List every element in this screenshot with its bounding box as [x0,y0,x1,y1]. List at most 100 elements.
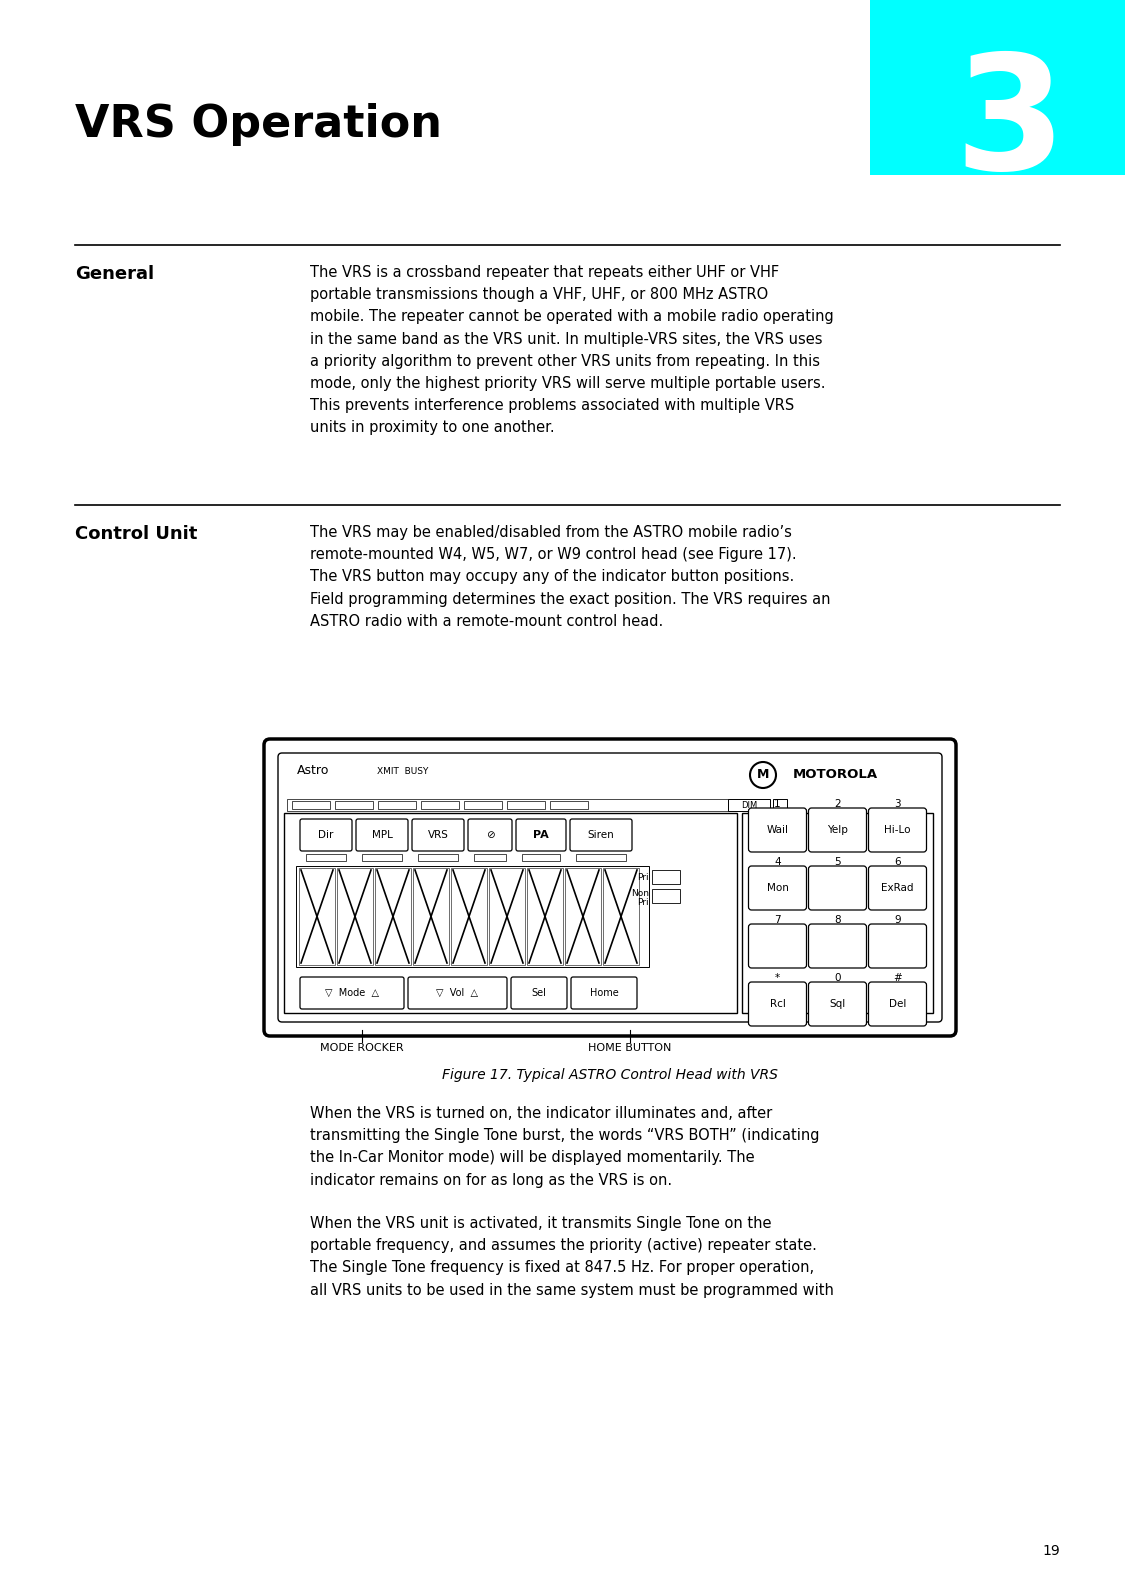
Text: *: * [775,973,780,983]
Bar [522,854,560,861]
Text: Mon: Mon [766,883,789,892]
Text: 7: 7 [774,915,781,924]
FancyBboxPatch shape [748,924,807,969]
Bar [489,869,525,966]
FancyBboxPatch shape [278,753,942,1023]
FancyBboxPatch shape [412,819,464,851]
Text: When the VRS is turned on, the indicator illuminates and, after
transmitting the: When the VRS is turned on, the indicator… [310,1105,819,1188]
Bar [565,869,601,966]
Text: MODE ROCKER: MODE ROCKER [321,1043,404,1053]
Text: Yelp: Yelp [827,826,848,835]
Text: 19: 19 [1042,1544,1060,1558]
Text: 6: 6 [894,858,901,867]
Bar [306,854,346,861]
Text: MPL: MPL [371,831,393,840]
Text: DIM: DIM [741,800,757,810]
Text: 2: 2 [835,799,840,808]
Text: 1: 1 [774,799,781,808]
Text: 9: 9 [894,915,901,924]
FancyBboxPatch shape [511,977,567,1008]
FancyBboxPatch shape [570,819,632,851]
FancyBboxPatch shape [748,808,807,853]
Bar [378,800,416,808]
Bar [418,854,458,861]
FancyBboxPatch shape [868,808,927,853]
Text: The VRS may be enabled/disabled from the ASTRO mobile radio’s
remote-mounted W4,: The VRS may be enabled/disabled from the… [310,526,830,629]
Text: Siren: Siren [587,831,614,840]
Text: HOME BUTTON: HOME BUTTON [588,1043,672,1053]
Bar [335,800,374,808]
Text: MOTOROLA: MOTOROLA [793,769,879,781]
Text: Pri: Pri [638,872,649,881]
Bar [603,869,639,966]
Bar [526,869,562,966]
Bar [652,870,680,885]
Bar [742,813,933,1013]
Bar [870,0,1125,175]
FancyBboxPatch shape [300,819,352,851]
Bar [287,799,728,811]
Bar [299,869,335,966]
Text: Rcl: Rcl [770,999,785,1008]
Text: Control Unit: Control Unit [75,526,197,543]
FancyBboxPatch shape [300,977,404,1008]
Bar [362,854,402,861]
FancyBboxPatch shape [356,819,408,851]
Text: VRS: VRS [428,831,449,840]
Bar [550,800,588,808]
FancyBboxPatch shape [408,977,507,1008]
Text: Non
Pri: Non Pri [631,889,649,907]
Text: PA: PA [533,831,549,840]
Text: 5: 5 [835,858,840,867]
Bar [507,800,544,808]
Bar [375,869,411,966]
Bar [773,799,788,811]
FancyBboxPatch shape [868,865,927,910]
Bar [421,800,459,808]
FancyBboxPatch shape [809,808,866,853]
Text: VRS Operation: VRS Operation [75,103,442,146]
Bar [451,869,487,966]
FancyBboxPatch shape [468,819,512,851]
Bar [296,865,649,967]
Bar [292,800,330,808]
FancyBboxPatch shape [809,981,866,1026]
Text: ▽  Vol  △: ▽ Vol △ [436,988,478,997]
FancyBboxPatch shape [748,981,807,1026]
Bar [576,854,626,861]
Text: Dir: Dir [318,831,334,840]
Bar [474,854,506,861]
Text: 3: 3 [955,49,1065,203]
Text: #: # [893,973,902,983]
Text: ⊘: ⊘ [486,831,494,840]
Text: 3: 3 [894,799,901,808]
Bar [728,799,770,811]
Bar [413,869,449,966]
Text: 8: 8 [835,915,840,924]
FancyBboxPatch shape [748,865,807,910]
Text: ExRad: ExRad [881,883,914,892]
Text: The VRS is a crossband repeater that repeats either UHF or VHF
portable transmis: The VRS is a crossband repeater that rep… [310,265,834,435]
Text: Wail: Wail [766,826,789,835]
Bar [652,889,680,904]
Text: Home: Home [590,988,619,997]
Text: Del: Del [889,999,907,1008]
Text: Figure 17. Typical ASTRO Control Head with VRS: Figure 17. Typical ASTRO Control Head wi… [442,1069,778,1081]
FancyBboxPatch shape [868,924,927,969]
Bar [284,813,737,1013]
Text: ▽  Mode  △: ▽ Mode △ [325,988,379,997]
FancyBboxPatch shape [809,865,866,910]
FancyBboxPatch shape [868,981,927,1026]
Text: Astro: Astro [297,764,330,778]
Text: 0: 0 [835,973,840,983]
Bar [464,800,502,808]
Text: Sel: Sel [532,988,547,997]
Text: General: General [75,265,154,283]
FancyBboxPatch shape [516,819,566,851]
Text: M: M [757,769,770,781]
Text: Hi-Lo: Hi-Lo [884,826,911,835]
FancyBboxPatch shape [572,977,637,1008]
Text: Sql: Sql [829,999,846,1008]
Circle shape [750,762,776,788]
Bar [338,869,374,966]
